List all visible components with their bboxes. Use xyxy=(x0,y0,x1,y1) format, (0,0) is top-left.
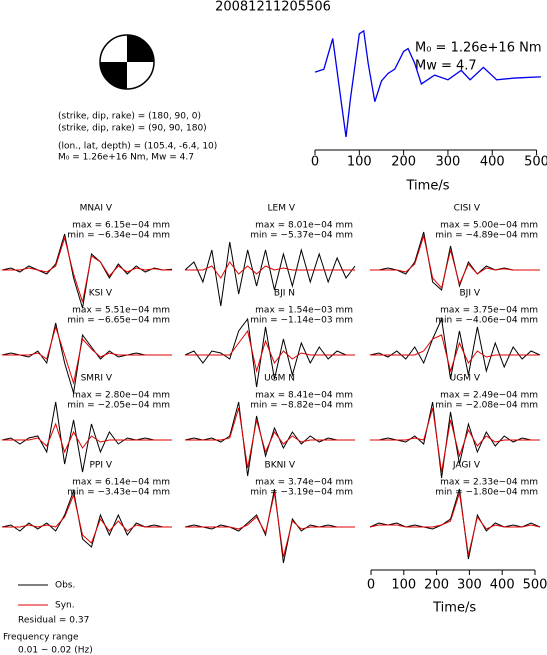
syn-trace xyxy=(370,407,540,473)
station-name: BKNI V xyxy=(265,461,296,471)
syn-trace xyxy=(2,325,172,385)
station-name: PPI V xyxy=(89,461,112,471)
title: 20081211205506 xyxy=(215,0,331,15)
syn-trace xyxy=(185,329,355,373)
max-label: max = 3.74e−04 mm xyxy=(255,478,353,488)
syn-trace xyxy=(369,492,541,556)
frequency-range: 0.01 − 0.02 (Hz) xyxy=(18,646,93,655)
syn-trace xyxy=(185,261,355,279)
stf-line xyxy=(314,29,542,138)
station-name: CISI V xyxy=(454,204,481,214)
max-label: max = 2.49e−04 mm xyxy=(440,391,538,401)
min-label: min = −3.19e−04 mm xyxy=(250,488,353,498)
obs-trace xyxy=(369,488,541,560)
x-axis-label: Time/s xyxy=(432,601,476,616)
min-label: min = −1.14e−03 mm xyxy=(250,316,353,326)
x-tick-label: 200 xyxy=(391,155,416,170)
legend-label: Obs. xyxy=(55,581,75,591)
max-label: max = 2.80e−04 mm xyxy=(72,391,170,401)
obs-trace xyxy=(369,317,541,380)
min-label: min = −8.82e−04 mm xyxy=(250,401,353,411)
station-name: BJI V xyxy=(459,289,480,299)
obs-trace xyxy=(184,488,355,564)
source-line: (strike, dip, rake) = (90, 90, 180) xyxy=(58,124,207,134)
min-label: min = −3.43e−04 mm xyxy=(67,488,170,498)
x-tick-label: 500 xyxy=(523,578,547,593)
min-label: min = −4.06e−04 mm xyxy=(435,316,538,326)
x-tick-label: 100 xyxy=(391,578,416,593)
syn-trace xyxy=(185,407,355,469)
min-label: min = −1.80e−04 mm xyxy=(435,488,538,498)
syn-trace xyxy=(185,492,355,558)
min-label: min = −2.05e−04 mm xyxy=(67,401,170,411)
syn-trace xyxy=(2,422,172,454)
source-line: M₀ = 1.26e+16 Nm, Mw = 4.7 xyxy=(58,153,194,163)
max-label: max = 6.14e−04 mm xyxy=(72,478,170,488)
station-name: KSI V xyxy=(89,289,113,299)
min-label: min = −4.89e−04 mm xyxy=(435,231,538,241)
obs-trace xyxy=(184,241,356,307)
max-label: max = 3.75e−04 mm xyxy=(440,306,538,316)
annotation: Mw = 4.7 xyxy=(415,59,477,74)
x-tick-label: 100 xyxy=(347,155,372,170)
max-label: max = 8.41e−04 mm xyxy=(255,391,353,401)
min-label: min = −6.65e−04 mm xyxy=(67,316,170,326)
source-line: (strike, dip, rake) = (180, 90, 0) xyxy=(58,112,201,122)
source-line: (lon., lat, depth) = (105.4, -6.4, 10) xyxy=(58,142,217,152)
beachball xyxy=(99,34,155,90)
syn-trace xyxy=(2,236,172,303)
obs-trace xyxy=(1,401,172,473)
legend-label: Syn. xyxy=(55,601,75,611)
x-tick-label: 300 xyxy=(457,578,482,593)
syn-trace xyxy=(370,234,540,290)
x-tick-label: 400 xyxy=(490,578,515,593)
annotation: M₀ = 1.26e+16 Nm xyxy=(415,41,541,56)
obs-trace xyxy=(370,231,540,291)
syn-trace xyxy=(370,334,540,373)
max-label: max = 6.15e−04 mm xyxy=(72,221,170,231)
x-tick-label: 200 xyxy=(424,578,449,593)
frequency-title: Frequency range xyxy=(3,633,79,643)
max-label: max = 1.54e−03 mm xyxy=(255,306,353,316)
x-tick-label: 300 xyxy=(436,155,461,170)
station-name: JAGI V xyxy=(452,461,481,471)
max-label: max = 5.00e−04 mm xyxy=(440,221,538,231)
x-axis-label: Time/s xyxy=(406,179,450,194)
min-label: min = −5.37e−04 mm xyxy=(250,231,353,241)
station-name: MNAI V xyxy=(80,204,113,214)
station-name: UGM V xyxy=(450,374,481,384)
x-tick-label: 0 xyxy=(367,578,375,593)
x-tick-label: 0 xyxy=(311,155,319,170)
max-label: max = 2.33e−04 mm xyxy=(440,478,538,488)
x-tick-label: 500 xyxy=(524,155,547,170)
station-name: SMRI V xyxy=(81,374,113,384)
syn-trace xyxy=(2,493,172,544)
residual: Residual = 0.37 xyxy=(18,616,89,626)
max-label: max = 5.51e−04 mm xyxy=(72,306,170,316)
max-label: max = 8.01e−04 mm xyxy=(255,221,353,231)
x-tick-label: 400 xyxy=(480,155,505,170)
station-name: BJI N xyxy=(274,289,295,299)
min-label: min = −6.34e−04 mm xyxy=(67,231,170,241)
min-label: min = −2.08e−04 mm xyxy=(435,401,538,411)
station-name: UGM N xyxy=(264,374,295,384)
obs-trace xyxy=(1,233,173,309)
station-name: LEM V xyxy=(268,204,296,214)
